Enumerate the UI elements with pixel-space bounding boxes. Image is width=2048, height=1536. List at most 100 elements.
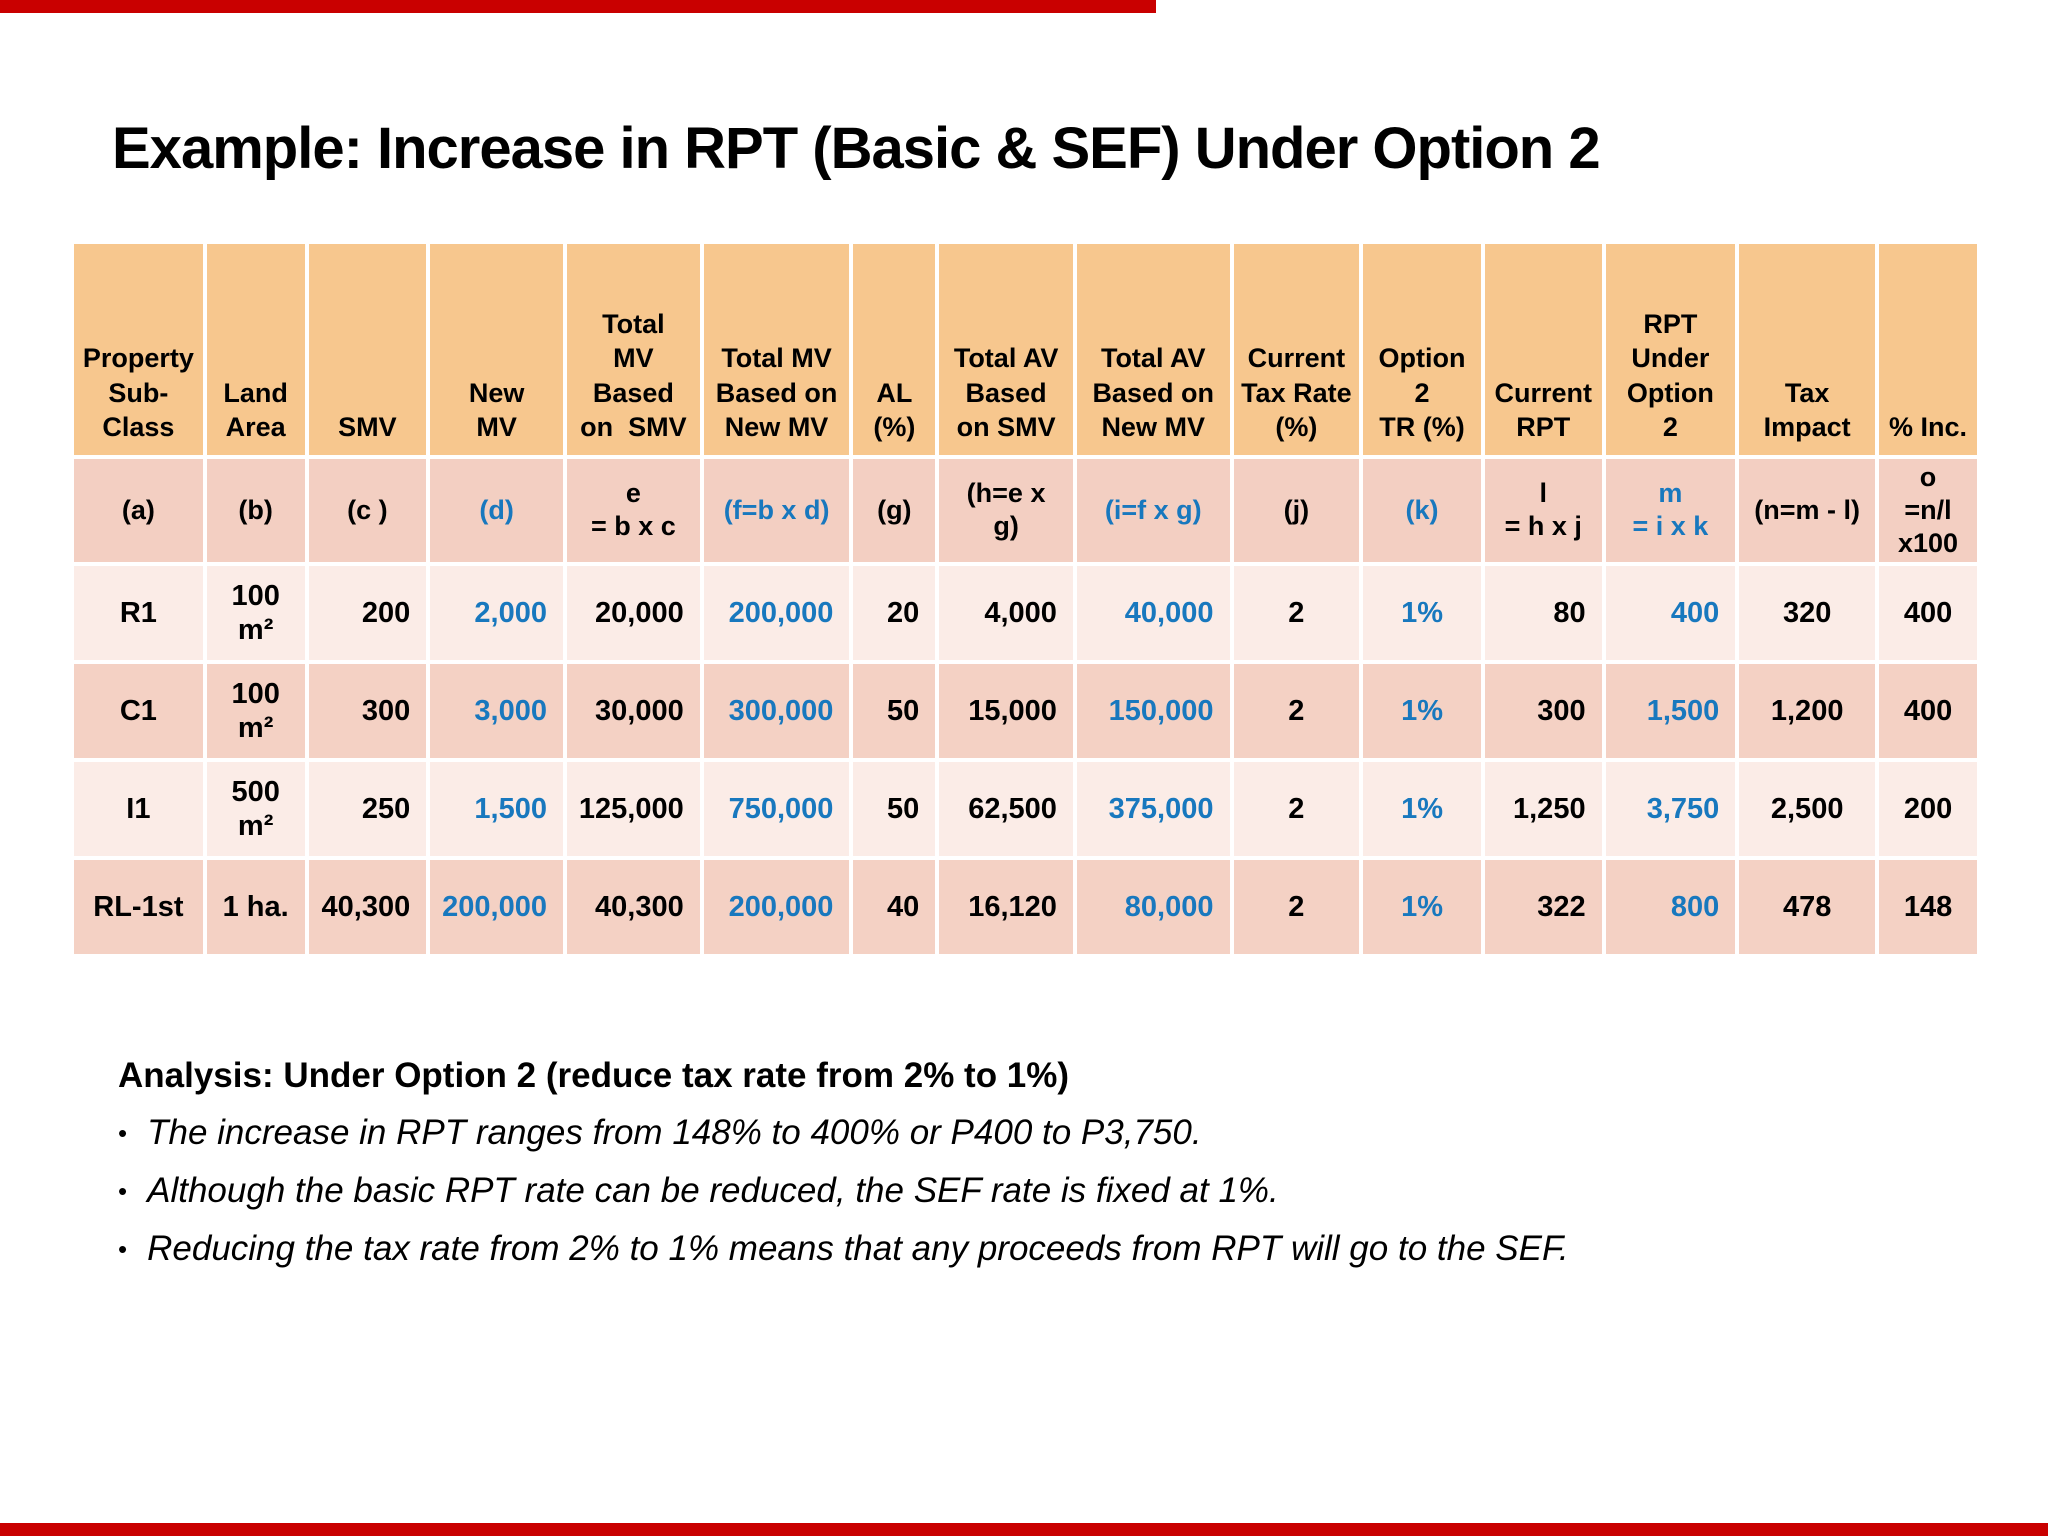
cell-I1-c: 250 [304,757,431,860]
table-formula-row: (a) (b) (c ) (d) e = b x c (f=b x d) (g) (h=e x… [70,455,1981,566]
cell-I1-k: 1% [1359,757,1485,860]
column-header-n: Tax Impact [1735,240,1880,459]
cell-C1-h: 15,000 [935,659,1077,762]
column-header-e: Total MV Based on SMV [562,240,704,459]
cell-C1-c: 300 [304,659,431,762]
column-header-b: Land Area [202,240,309,459]
cell-C1-b: 100 m² [202,659,309,762]
cell-I1-n: 2,500 [1735,757,1880,860]
cell-RL-1st-h: 16,120 [935,855,1077,958]
cell-R1-n: 320 [1735,561,1880,664]
analysis-bullet-text: Although the basic RPT rate can be reduc… [147,1171,1279,1210]
cell-R1-d: 2,000 [426,561,567,664]
analysis-bullet-text: Reducing the tax rate from 2% to 1% mean… [147,1229,1569,1268]
bullet-dot-icon: • [118,1118,128,1148]
cell-R1-j: 2 [1229,561,1364,664]
column-header-i: Total AV Based on New MV [1072,240,1234,459]
cell-RL-1st-o: 148 [1875,855,1981,958]
page-title: Example: Increase in RPT (Basic & SEF) U… [112,116,1601,181]
cell-I1-m: 3,750 [1601,757,1740,860]
formula-cell-d: (d) [426,455,567,566]
column-header-o: % Inc. [1875,240,1981,459]
cell-RL-1st-c: 40,300 [304,855,431,958]
cell-R1-f: 200,000 [699,561,854,664]
cell-RL-1st-j: 2 [1229,855,1364,958]
column-header-f: Total MV Based on New MV [699,240,854,459]
formula-cell-m: m = i x k [1601,455,1740,566]
analysis-bullet: • Reducing the tax rate from 2% to 1% mea… [118,1228,1928,1270]
rpt-comparison-table: Property Sub- Class Land Area SMV New MV Tot… [70,240,1981,958]
formula-cell-a: (a) [70,455,207,566]
cell-R1-l: 80 [1480,561,1606,664]
cell-RL-1st-e: 40,300 [562,855,704,958]
cell-C1-m: 1,500 [1601,659,1740,762]
cell-RL-1st-g: 40 [849,855,940,958]
formula-cell-e: e = b x c [562,455,704,566]
cell-I1-g: 50 [849,757,940,860]
cell-C1-i: 150,000 [1072,659,1234,762]
cell-R1-g: 20 [849,561,940,664]
column-header-l: Current RPT [1480,240,1606,459]
cell-R1-e: 20,000 [562,561,704,664]
cell-R1-a: R1 [70,561,207,664]
bottom-accent-bar [0,1523,2048,1536]
cell-R1-b: 100 m² [202,561,309,664]
column-header-c: SMV [304,240,431,459]
formula-cell-j: (j) [1229,455,1364,566]
cell-I1-d: 1,500 [426,757,567,860]
formula-cell-b: (b) [202,455,309,566]
table-row-R1: R1 100 m² 200 2,000 20,000 200,000 20 4,000 40,0… [70,561,1981,664]
formula-cell-n: (n=m - l) [1735,455,1880,566]
table-row-I1: I1 500 m² 250 1,500 125,000 750,000 50 62,500 37… [70,757,1981,860]
column-header-m: RPT Under Option 2 [1601,240,1740,459]
analysis-heading: Analysis: Under Option 2 (reduce tax rat… [118,1056,1070,1095]
cell-I1-l: 1,250 [1480,757,1606,860]
cell-RL-1st-b: 1 ha. [202,855,309,958]
column-header-g: AL (%) [849,240,940,459]
cell-RL-1st-a: RL-1st [70,855,207,958]
analysis-bullet-list: • The increase in RPT ranges from 148% to… [118,1112,1928,1270]
column-header-d: New MV [426,240,567,459]
cell-C1-f: 300,000 [699,659,854,762]
cell-I1-j: 2 [1229,757,1364,860]
analysis-bullet-text: The increase in RPT ranges from 148% to … [147,1113,1202,1152]
cell-C1-o: 400 [1875,659,1981,762]
analysis-bullet: • The increase in RPT ranges from 148% to… [118,1112,1928,1154]
cell-RL-1st-k: 1% [1359,855,1485,958]
cell-RL-1st-l: 322 [1480,855,1606,958]
table-header-row: Property Sub- Class Land Area SMV New MV Tot… [70,240,1981,459]
cell-C1-e: 30,000 [562,659,704,762]
bullet-dot-icon: • [118,1176,128,1206]
column-header-j: Current Tax Rate (%) [1229,240,1364,459]
cell-I1-h: 62,500 [935,757,1077,860]
formula-cell-h: (h=e x g) [935,455,1077,566]
cell-RL-1st-m: 800 [1601,855,1740,958]
top-accent-bar [0,0,1156,13]
bullet-dot-icon: • [118,1234,128,1264]
cell-R1-i: 40,000 [1072,561,1234,664]
formula-cell-k: (k) [1359,455,1485,566]
cell-C1-k: 1% [1359,659,1485,762]
cell-I1-o: 200 [1875,757,1981,860]
formula-cell-g: (g) [849,455,940,566]
cell-C1-a: C1 [70,659,207,762]
cell-C1-d: 3,000 [426,659,567,762]
cell-RL-1st-d: 200,000 [426,855,567,958]
cell-C1-l: 300 [1480,659,1606,762]
analysis-bullet: • Although the basic RPT rate can be redu… [118,1170,1928,1212]
table-row-RL-1st: RL-1st 1 ha. 40,300 200,000 40,300 200,000 40 1… [70,855,1981,958]
cell-R1-o: 400 [1875,561,1981,664]
cell-I1-i: 375,000 [1072,757,1234,860]
formula-cell-c: (c ) [304,455,431,566]
cell-R1-m: 400 [1601,561,1740,664]
cell-C1-g: 50 [849,659,940,762]
column-header-h: Total AV Based on SMV [935,240,1077,459]
cell-I1-e: 125,000 [562,757,704,860]
formula-cell-l: l = h x j [1480,455,1606,566]
cell-C1-j: 2 [1229,659,1364,762]
cell-I1-a: I1 [70,757,207,860]
column-header-a: Property Sub- Class [70,240,207,459]
cell-I1-f: 750,000 [699,757,854,860]
cell-RL-1st-i: 80,000 [1072,855,1234,958]
cell-I1-b: 500 m² [202,757,309,860]
